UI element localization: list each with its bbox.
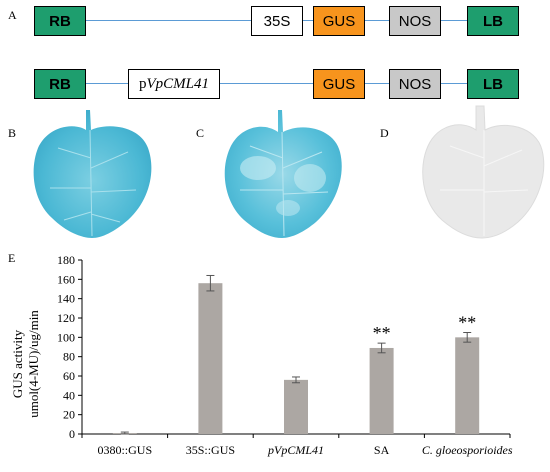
bar [369,347,394,434]
panel-c-label: C [196,126,205,140]
x-tick-label: C. gloeosporioides [422,443,513,457]
y-tick-label: 180 [57,253,75,267]
construct2-promoter-gene: VpCML41 [146,75,209,92]
bar [198,283,223,434]
leaf-photo-d [422,105,545,239]
construct1-lb-box: LB [467,6,519,36]
panel-b-label: B [8,126,17,140]
panel-d-label: D [380,126,389,140]
y-tick-label: 60 [63,369,75,383]
construct2-rb-box: RB [34,69,86,99]
bar [455,337,480,434]
y-tick-label: 20 [63,408,75,422]
construct2-line [85,83,475,84]
y-tick-label: 0 [69,427,75,441]
panel-a-label: A [8,8,17,22]
x-tick-label: 35S::GUS [186,443,235,457]
construct1-35s-box: 35S [251,6,303,36]
y-tick-label: 140 [57,292,75,306]
y-tick-label: 160 [57,272,75,286]
x-tick-label: SA [374,443,390,457]
bar [284,379,308,434]
y-tick-label: 80 [63,350,75,364]
x-tick-label: 0380::GUS [97,443,152,457]
panel-e-label: E [8,251,15,265]
construct2-nos-box: NOS [389,69,441,99]
construct1-gus-box: GUS [313,6,365,36]
construct2-promoter-box: p VpCML41 [128,69,220,99]
construct1-rb-box: RB [34,6,86,36]
construct2-promoter-prefix: p [138,75,147,92]
significance-marker: ** [458,313,476,333]
y-tick-label: 100 [57,330,75,344]
y-tick-label: 40 [63,388,75,402]
y-axis-title-line1: GUS activity [10,329,25,398]
leaf-photo-c [224,110,342,238]
construct2-lb-box: LB [467,69,519,99]
significance-marker: ** [373,323,391,343]
y-axis-title: GUS activity umol(4-MU)/ug/min [10,310,41,418]
construct1-nos-box: NOS [389,6,441,36]
gus-activity-chart: E GUS activity umol(4-MU)/ug/min 0 20 40 60… [8,251,513,457]
y-tick-label: 120 [57,311,75,325]
construct2-gus-box: GUS [313,69,365,99]
leaf-photo-b [33,110,152,238]
x-tick-label: pVpCML41 [267,443,324,457]
y-axis-title-line2: umol(4-MU)/ug/min [26,310,41,418]
